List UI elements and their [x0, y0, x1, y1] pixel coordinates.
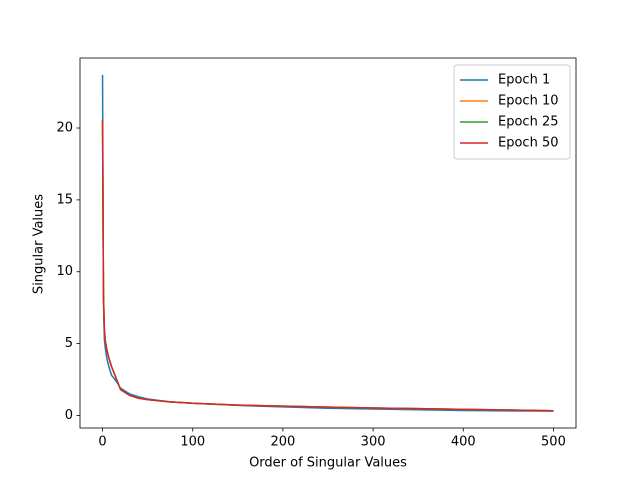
x-tick-label: 500 — [541, 435, 566, 450]
y-tick-label: 5 — [65, 336, 73, 351]
x-tick-label: 400 — [451, 435, 476, 450]
x-tick-label: 0 — [98, 435, 106, 450]
plot-frame — [79, 57, 577, 429]
y-tick-label: 15 — [56, 192, 73, 207]
x-tick-label: 100 — [180, 435, 205, 450]
y-tick-label: 0 — [65, 408, 73, 423]
series-line — [101, 120, 554, 412]
x-tick-label: 200 — [270, 435, 295, 450]
y-tick-label: 10 — [56, 264, 73, 279]
y-axis-label: Singular Values — [32, 194, 47, 294]
x-tick-label: 300 — [361, 435, 386, 450]
legend-label: Epoch 25 — [498, 115, 558, 130]
legend-box — [453, 64, 571, 160]
series-line — [101, 120, 554, 412]
x-axis-label: Order of Singular Values — [249, 456, 407, 471]
legend-label: Epoch 50 — [498, 136, 558, 151]
series-line — [101, 74, 554, 412]
y-tick-label: 20 — [56, 121, 73, 136]
legend-label: Epoch 10 — [498, 94, 558, 109]
series-line — [101, 119, 554, 412]
legend-label: Epoch 1 — [498, 73, 550, 88]
